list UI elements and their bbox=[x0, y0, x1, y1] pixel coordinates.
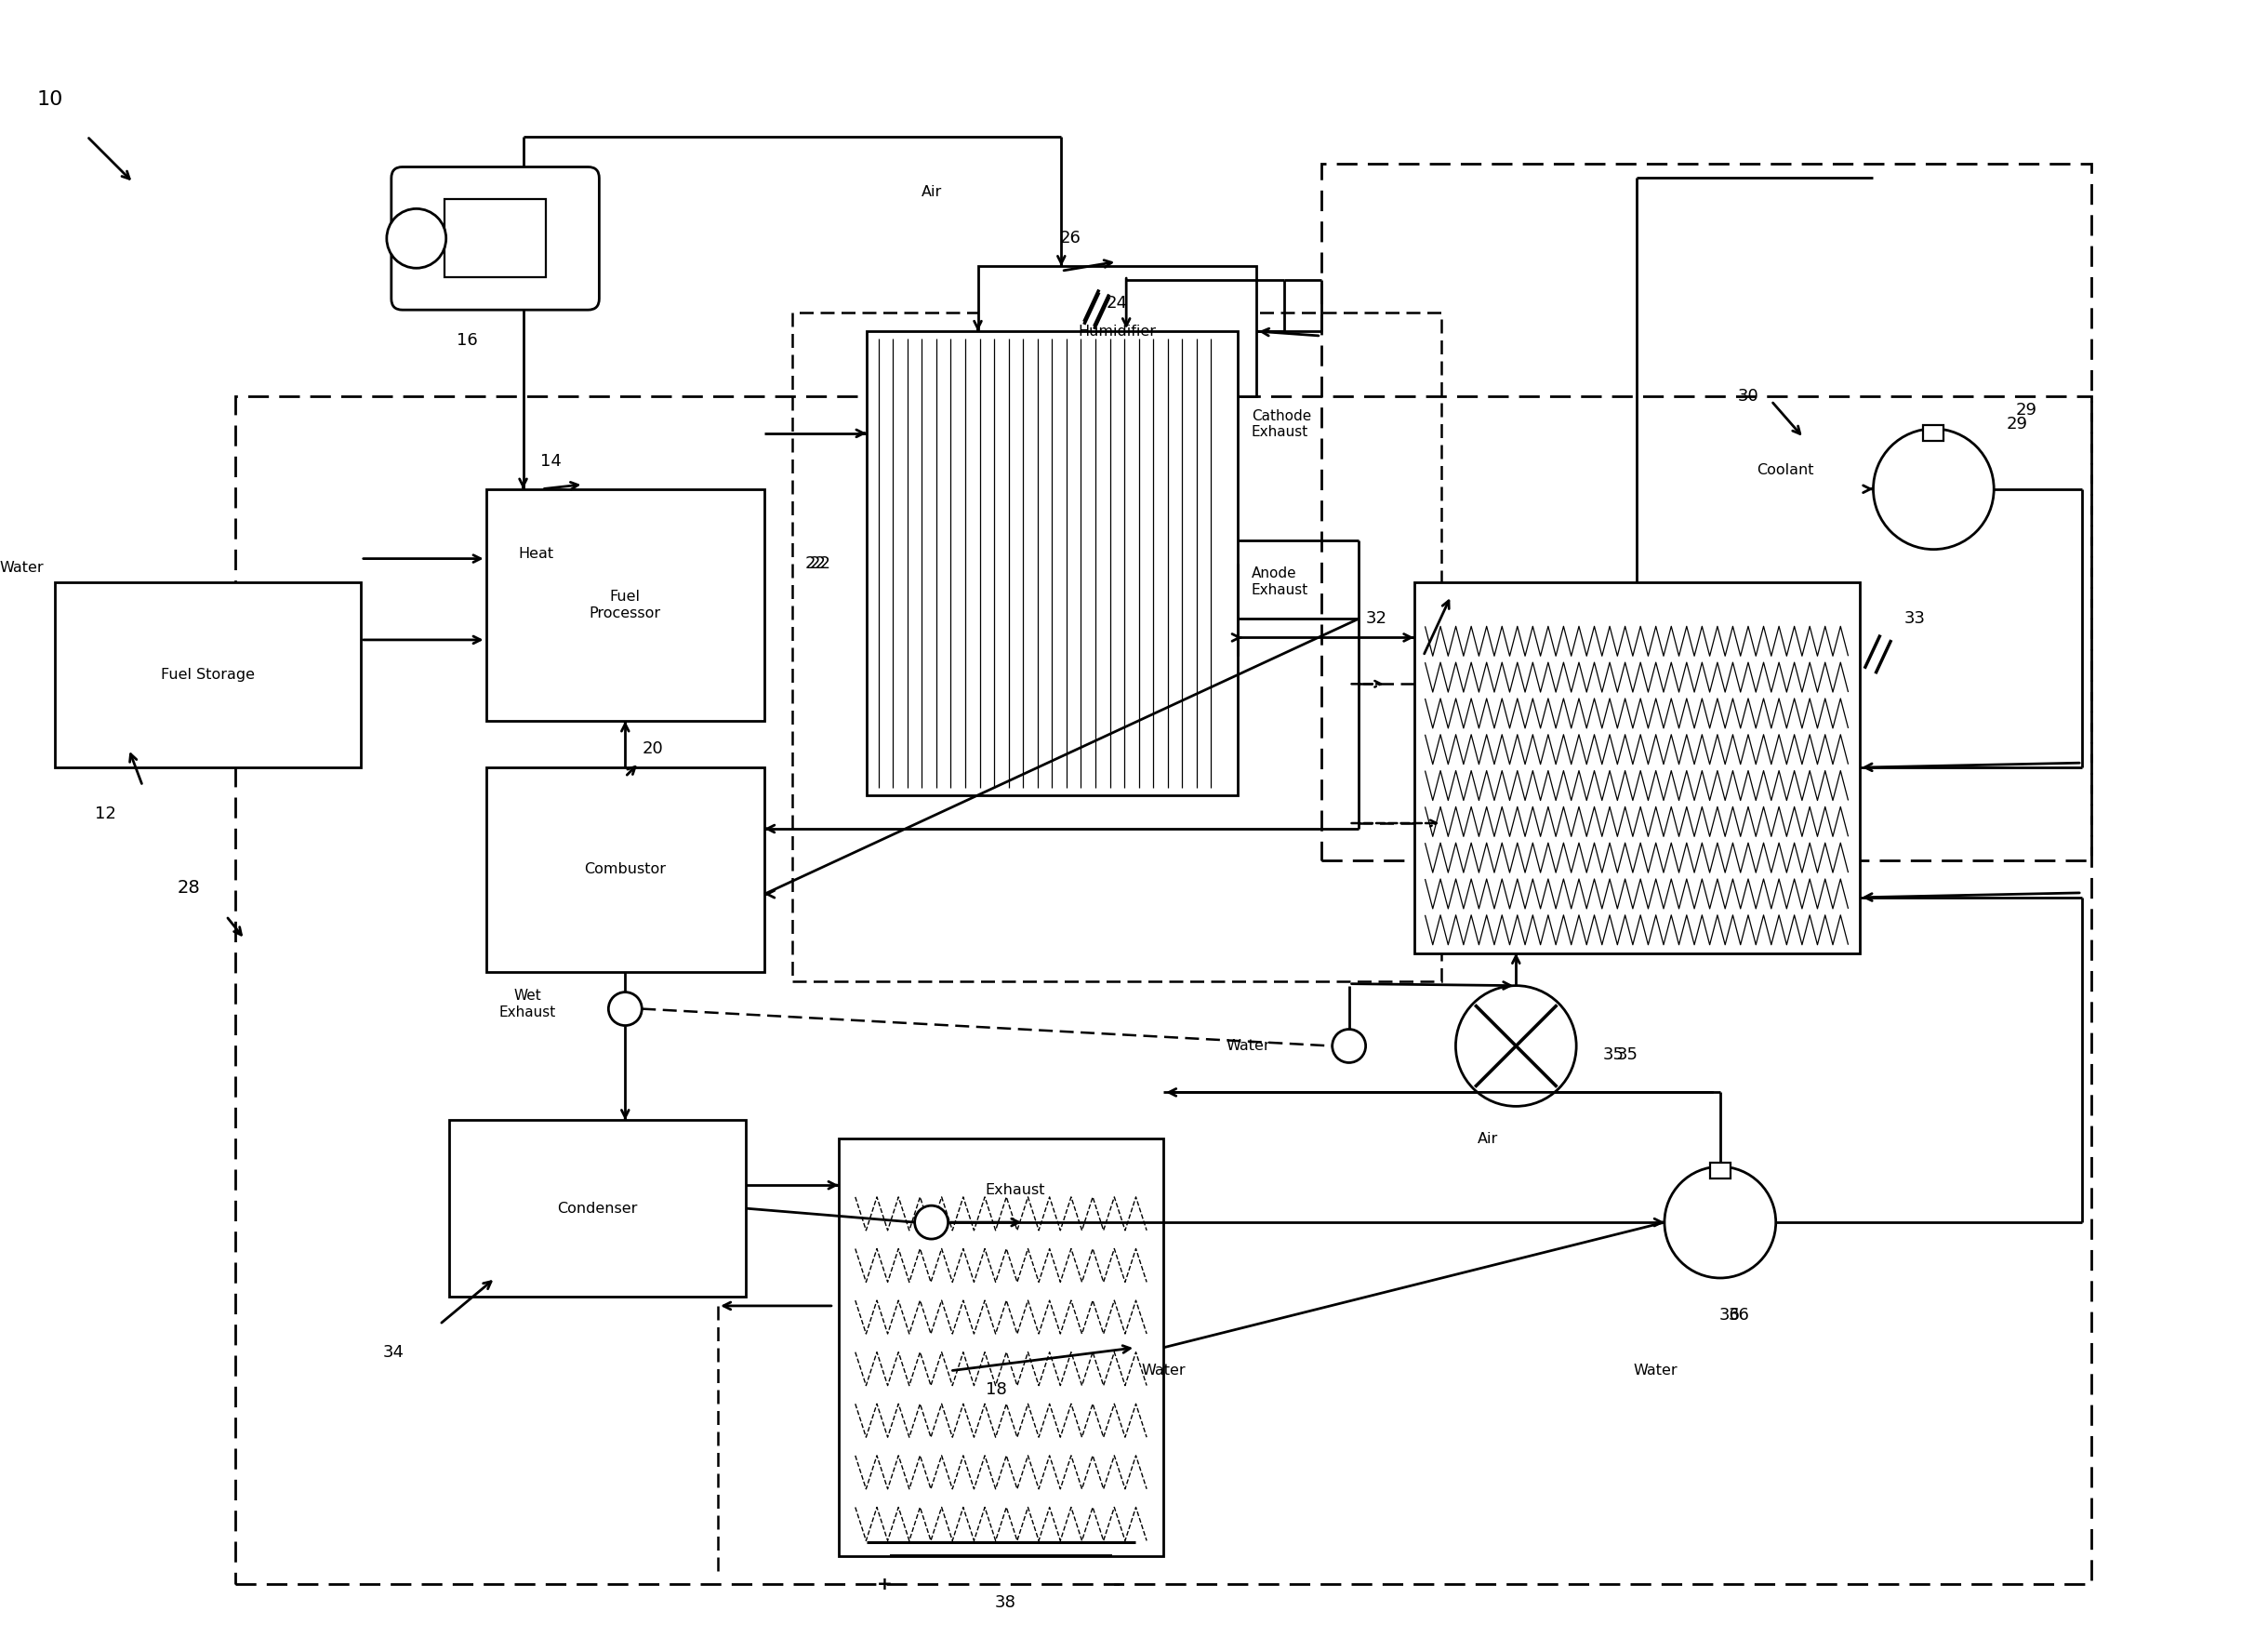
Text: Water: Water bbox=[0, 561, 43, 575]
Circle shape bbox=[1873, 429, 1994, 550]
Text: Water: Water bbox=[1141, 1364, 1186, 1379]
Bar bbox=[866, 332, 1238, 796]
Bar bbox=[1710, 1162, 1730, 1179]
Text: Condenser: Condenser bbox=[558, 1202, 637, 1215]
Text: -: - bbox=[1114, 1575, 1120, 1593]
Bar bbox=[839, 1139, 1163, 1557]
Text: 22: 22 bbox=[810, 555, 830, 571]
Text: 12: 12 bbox=[95, 806, 116, 822]
Text: 36: 36 bbox=[1719, 1306, 1740, 1324]
Text: 22: 22 bbox=[805, 555, 826, 571]
Circle shape bbox=[608, 992, 642, 1025]
Text: 34: 34 bbox=[383, 1344, 404, 1360]
Bar bbox=[236, 396, 2091, 1585]
Bar bbox=[54, 581, 361, 768]
Text: Heat: Heat bbox=[519, 546, 553, 561]
Text: 24: 24 bbox=[1107, 296, 1127, 312]
FancyBboxPatch shape bbox=[392, 167, 599, 310]
Circle shape bbox=[1331, 1029, 1365, 1063]
Text: Fuel
Processor: Fuel Processor bbox=[590, 589, 660, 621]
Text: Fuel Storage: Fuel Storage bbox=[161, 667, 254, 682]
Text: 26: 26 bbox=[1059, 229, 1082, 246]
Text: 36: 36 bbox=[1728, 1306, 1749, 1324]
Text: Water: Water bbox=[1633, 1364, 1678, 1379]
Bar bbox=[1923, 424, 1944, 441]
Text: +: + bbox=[878, 1575, 894, 1593]
Text: 28: 28 bbox=[177, 880, 200, 896]
Text: 14: 14 bbox=[540, 452, 562, 469]
Text: 20: 20 bbox=[642, 741, 665, 758]
Text: 29: 29 bbox=[2007, 416, 2028, 433]
Bar bbox=[792, 312, 1442, 981]
Bar bbox=[1413, 581, 1860, 953]
Circle shape bbox=[386, 208, 447, 267]
Text: 10: 10 bbox=[36, 89, 64, 109]
Text: Combustor: Combustor bbox=[585, 862, 667, 877]
Text: Water: Water bbox=[1225, 1038, 1270, 1053]
Text: 35: 35 bbox=[1617, 1047, 1637, 1063]
Text: Exhaust: Exhaust bbox=[984, 1182, 1046, 1197]
Bar bbox=[978, 266, 1256, 396]
Text: 29: 29 bbox=[2016, 401, 2037, 418]
Text: 18: 18 bbox=[987, 1380, 1007, 1398]
Bar bbox=[445, 200, 547, 277]
Circle shape bbox=[1456, 986, 1576, 1106]
Text: Humidifier: Humidifier bbox=[1077, 324, 1157, 338]
Text: Wet
Exhaust: Wet Exhaust bbox=[499, 989, 556, 1019]
Bar bbox=[485, 489, 764, 721]
Text: Air: Air bbox=[921, 185, 941, 200]
Bar bbox=[485, 768, 764, 972]
Text: Coolant: Coolant bbox=[1755, 464, 1814, 477]
Text: 16: 16 bbox=[456, 332, 479, 348]
Text: 33: 33 bbox=[1905, 611, 1926, 627]
Text: Cathode
Exhaust: Cathode Exhaust bbox=[1252, 409, 1311, 439]
Circle shape bbox=[1665, 1167, 1776, 1278]
Circle shape bbox=[914, 1205, 948, 1238]
Text: 32: 32 bbox=[1365, 611, 1388, 627]
Text: Anode
Exhaust: Anode Exhaust bbox=[1252, 566, 1309, 598]
Text: 30: 30 bbox=[1737, 388, 1758, 404]
Bar bbox=[1322, 163, 2091, 860]
Text: 38: 38 bbox=[996, 1595, 1016, 1611]
Text: Air: Air bbox=[1479, 1133, 1499, 1146]
Bar bbox=[449, 1119, 746, 1296]
Text: 35: 35 bbox=[1603, 1047, 1624, 1063]
